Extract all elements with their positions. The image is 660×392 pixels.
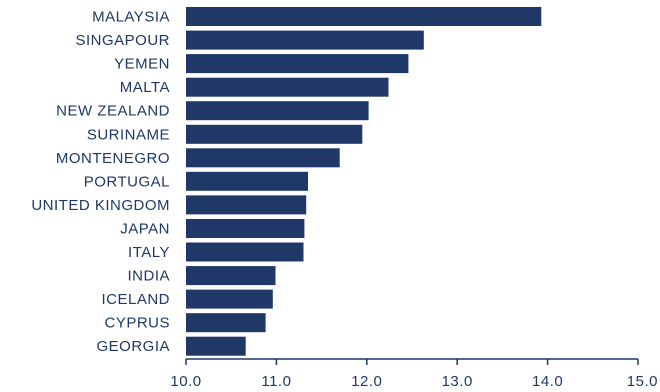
bar-malta	[186, 77, 389, 97]
bar-yemen	[186, 54, 409, 74]
bar-italy	[186, 242, 304, 262]
category-labels: MALAYSIA SINGAPOUR YEMEN MALTA NEW ZEALAND SU…	[31, 9, 170, 356]
category-label: SURINAME	[87, 126, 170, 143]
x-tick-labels: 10.0 11.0 12.0 13.0 14.0 15.0	[170, 373, 658, 390]
category-label: MALTA	[120, 79, 170, 96]
category-label: JAPAN	[120, 221, 170, 238]
x-ticks	[185, 359, 639, 365]
x-tick-label: 11.0	[261, 373, 291, 390]
category-label: MONTENEGRO	[56, 150, 170, 167]
x-tick-label: 14.0	[532, 373, 563, 390]
bar-portugal	[186, 171, 308, 191]
bars-group	[186, 7, 542, 356]
bar-iceland	[186, 289, 273, 309]
bar-india	[186, 266, 276, 286]
category-label: ITALY	[128, 244, 170, 261]
bar-suriname	[186, 124, 363, 144]
x-tick-label: 12.0	[351, 373, 382, 390]
bar-cyprus	[186, 313, 266, 333]
bar-singapour	[186, 30, 424, 50]
category-label: PORTUGAL	[84, 173, 170, 190]
x-tick-label: 10.0	[170, 373, 201, 390]
category-label: INDIA	[127, 268, 170, 285]
bar-united-kingdom	[186, 195, 307, 215]
category-label: ICELAND	[101, 291, 170, 308]
category-label: UNITED KINGDOM	[31, 197, 170, 214]
x-tick-label: 13.0	[442, 373, 473, 390]
bar-montenegro	[186, 148, 340, 168]
x-tick-label: 15.0	[627, 373, 658, 390]
bar-georgia	[186, 336, 246, 356]
category-label: CYPRUS	[104, 315, 170, 332]
category-label: SINGAPOUR	[75, 32, 170, 49]
bar-malaysia	[186, 7, 542, 26]
bar-new-zealand	[186, 101, 369, 121]
category-label: GEORGIA	[96, 338, 170, 355]
category-label: MALAYSIA	[92, 9, 170, 26]
category-label: NEW ZEALAND	[56, 103, 170, 120]
category-label: YEMEN	[114, 56, 170, 73]
bar-japan	[186, 219, 305, 238]
